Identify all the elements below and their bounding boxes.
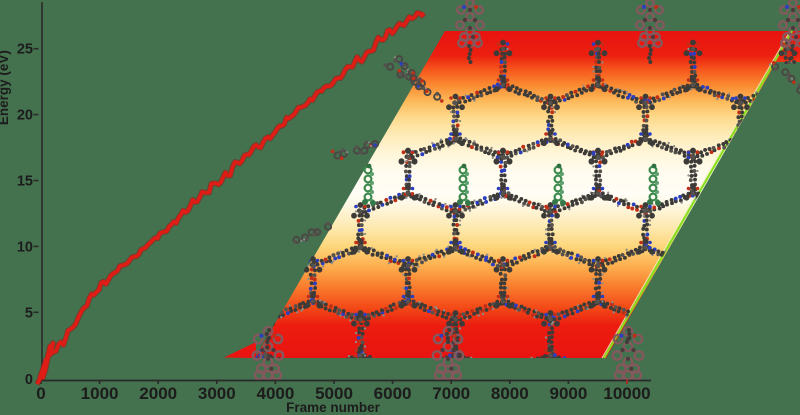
svg-text:20: 20 <box>17 108 33 124</box>
svg-text:0: 0 <box>25 372 33 388</box>
svg-text:0: 0 <box>36 384 45 403</box>
svg-text:10000: 10000 <box>603 384 650 403</box>
svg-text:10: 10 <box>17 239 33 255</box>
svg-text:Frame number: Frame number <box>286 400 381 415</box>
svg-text:25: 25 <box>17 42 33 58</box>
svg-text:3000: 3000 <box>198 384 236 403</box>
svg-text:15: 15 <box>17 174 33 190</box>
svg-text:8000: 8000 <box>491 384 529 403</box>
svg-text:5: 5 <box>25 305 33 321</box>
svg-text:7000: 7000 <box>432 384 470 403</box>
svg-text:1000: 1000 <box>81 384 119 403</box>
svg-text:2000: 2000 <box>139 384 177 403</box>
svg-text:4000: 4000 <box>256 384 294 403</box>
svg-text:9000: 9000 <box>549 384 587 403</box>
svg-text:6000: 6000 <box>374 384 412 403</box>
svg-text:5000: 5000 <box>315 384 353 403</box>
svg-text:Energy (eV): Energy (eV) <box>0 50 11 125</box>
